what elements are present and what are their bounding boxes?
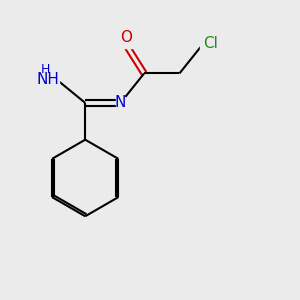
Text: H: H	[41, 63, 50, 76]
Bar	[43, 68, 59, 87]
Text: O: O	[120, 31, 132, 46]
Bar	[121, 37, 132, 48]
Bar	[116, 97, 125, 109]
Text: Cl: Cl	[203, 37, 218, 52]
Text: NH: NH	[36, 72, 59, 87]
Bar	[200, 38, 216, 50]
Text: N: N	[115, 95, 126, 110]
